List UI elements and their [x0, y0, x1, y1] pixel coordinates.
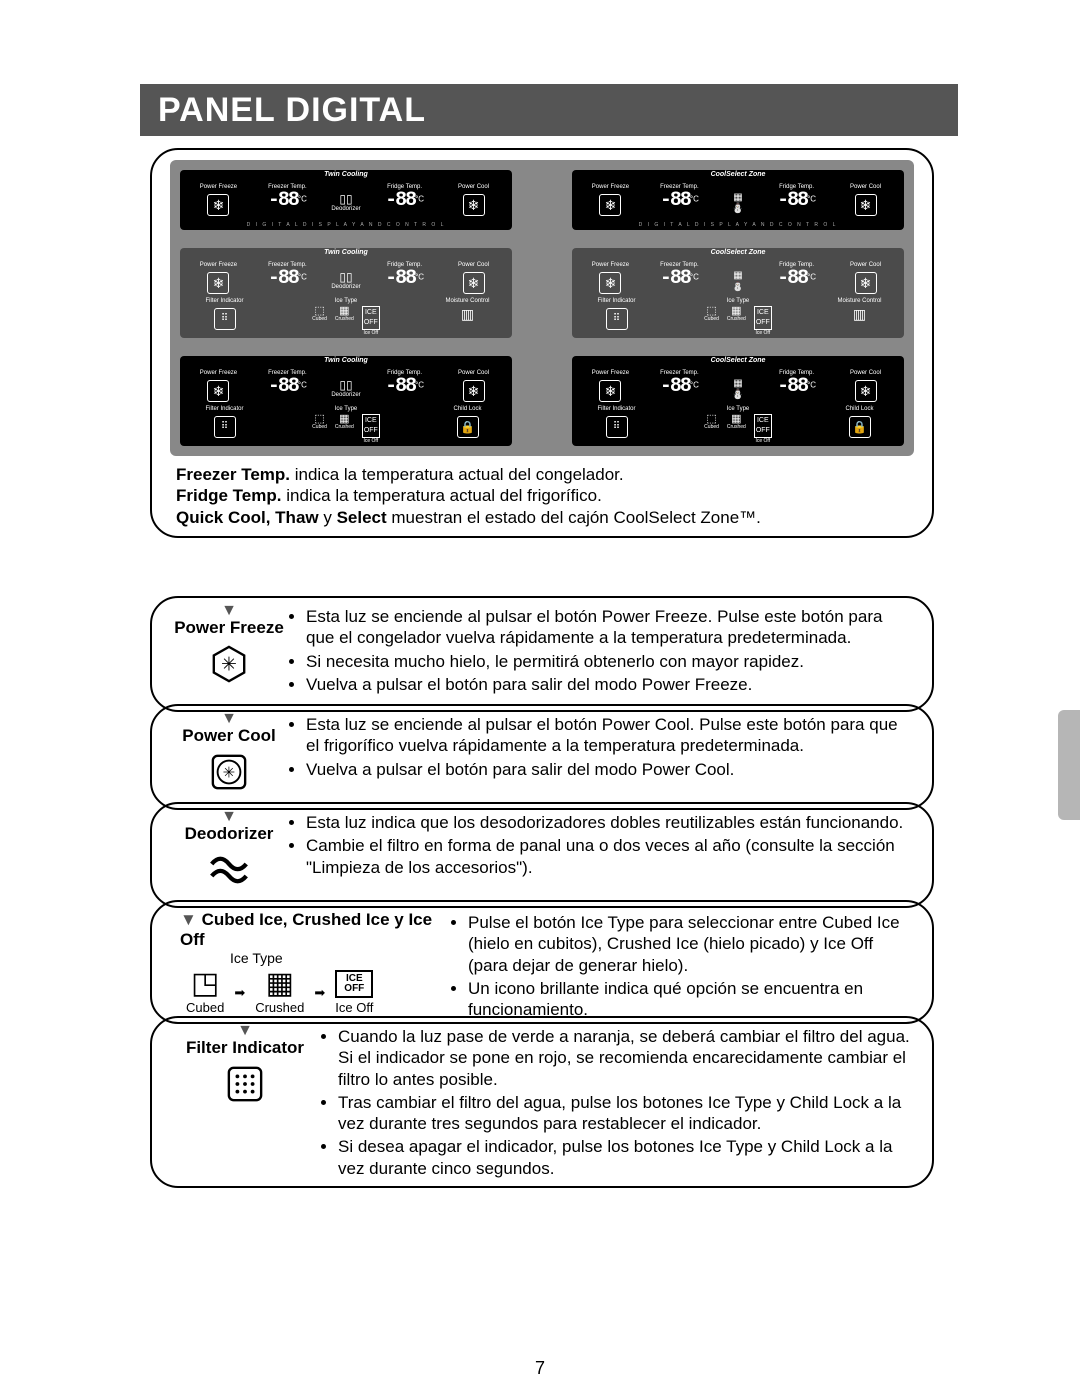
bullet: Esta luz se enciende al pulsar el botón … — [306, 606, 914, 649]
power-freeze-icon: ❄ — [207, 194, 229, 216]
panel-coolselect-ice-moisture: CoolSelect Zone Power Freeze❄ Freezer Te… — [572, 248, 904, 338]
bullet: Si necesita mucho hielo, le permitirá ob… — [306, 651, 914, 672]
panel-twin-ice-moisture: Twin Cooling Power Freeze❄ Freezer Temp.… — [180, 248, 512, 338]
wave-icon — [207, 848, 251, 892]
freezer-digits: -88 — [268, 189, 298, 212]
arrow-icon: ➡ — [234, 985, 245, 1001]
moisture-icon: ▥ — [427, 306, 508, 323]
manual-page: PANEL DIGITAL Twin Cooling Power Freeze ❄… — [0, 0, 1080, 1397]
twin-bars-icon: ▯▯ — [322, 192, 370, 206]
ice-group: ⬚Cubed ▦Crushed ICEOFFIce Off — [265, 306, 427, 336]
deodorizer-title: Deodorizer — [170, 824, 288, 844]
bullet: Cambie el filtro en forma de panal una o… — [306, 835, 914, 878]
power-cool-icon: ❄ — [855, 194, 877, 216]
power-cool-title: Power Cool — [170, 726, 288, 746]
crushed-big-icon: ▦ — [255, 970, 304, 998]
filter-indicator-title: Filter Indicator — [170, 1038, 320, 1058]
panel-overview-box: Twin Cooling Power Freeze ❄ Freezer Temp.… — [150, 148, 934, 538]
power-freeze-title: Power Freeze — [170, 618, 288, 638]
arrow-icon: ➡ — [314, 985, 325, 1001]
panel-coolselect-basic: CoolSelect Zone Power Freeze❄ Freezer Te… — [572, 170, 904, 230]
power-freeze-icon: ❄ — [599, 194, 621, 216]
panel-twin-childlock: Twin Cooling Power Freeze❄ Freezer Temp.… — [180, 356, 512, 446]
filter-indicator-icon: ⠿ — [214, 308, 236, 330]
section-title: PANEL DIGITAL — [158, 91, 426, 130]
lock-icon: 🔒 — [457, 416, 479, 438]
power-cool-icon: ❄ — [463, 194, 485, 216]
feature-ice-type: ▼ Cubed Ice, Crushed Ice y Ice Off Ice T… — [150, 900, 934, 1024]
zone-label: Twin Cooling — [180, 171, 512, 178]
def-quickcool: Quick Cool, Thaw — [176, 508, 319, 527]
bullet: Vuelva a pulsar el botón para salir del … — [306, 759, 914, 780]
pointer-icon: ▼ — [170, 606, 288, 616]
bullet: Esta luz indica que los desodorizadores … — [306, 812, 914, 833]
section-title-bar: PANEL DIGITAL — [140, 84, 958, 136]
bullet: Vuelva a pulsar el botón para salir del … — [306, 674, 914, 695]
panel-footer: D I G I T A L D I S P L A Y A N D C O N … — [184, 222, 508, 228]
feature-deodorizer: ▼ Deodorizer Esta luz indica que los des… — [150, 802, 934, 908]
filter-grid-icon — [223, 1062, 267, 1106]
lock-icon: 🔒 — [849, 416, 871, 438]
bullet: Esta luz se enciende al pulsar el botón … — [306, 714, 914, 757]
fridge-digits: -88 — [385, 189, 415, 212]
square-snowflake-icon: ✳ — [207, 750, 251, 794]
feature-power-cool: ▼ Power Cool ✳ Esta luz se enciende al p… — [150, 704, 934, 810]
ice-type-label: Ice Type — [230, 950, 450, 966]
ice-mode-diagram: ◳Cubed ➡ ▦Crushed ➡ ICEOFFIce Off — [186, 970, 450, 1015]
lbl-filter-indicator: Filter Indicator — [184, 298, 265, 304]
definitions: Freezer Temp. indica la temperatura actu… — [176, 464, 908, 528]
bullet: Tras cambiar el filtro del agua, pulse l… — [338, 1092, 914, 1135]
panel-coolselect-childlock: CoolSelect Zone Power Freeze❄ Freezer Te… — [572, 356, 904, 446]
hex-snowflake-icon: ✳ — [207, 642, 251, 686]
lbl-child-lock: Child Lock — [427, 406, 508, 412]
page-number: 7 — [0, 1358, 1080, 1379]
bullet: Cuando la luz pase de verde a naranja, s… — [338, 1026, 914, 1090]
ice-section-title: Cubed Ice, Crushed Ice y Ice Off — [180, 910, 432, 949]
crushed-icon: ▦ — [335, 306, 354, 316]
panel-twin-basic: Twin Cooling Power Freeze❄ Freezer Temp.… — [180, 170, 512, 230]
iceoff-big-icon: ICEOFF — [335, 970, 373, 998]
iceoff-icon: ICEOFF — [362, 306, 380, 330]
zone-label: CoolSelect Zone — [572, 171, 904, 178]
lbl-ice-type: Ice Type — [265, 298, 427, 304]
cubed-icon: ⬚ — [312, 306, 327, 316]
def-freezer-temp: Freezer Temp. — [176, 465, 290, 484]
svg-text:✳: ✳ — [223, 765, 236, 782]
def-fridge-temp: Fridge Temp. — [176, 486, 281, 505]
feature-filter-indicator: ▼ Filter Indicator Cuando la luz pase de… — [150, 1016, 934, 1188]
panel-grid: Twin Cooling Power Freeze❄ Freezer Temp.… — [180, 170, 904, 446]
deodorizer-label: Deodorizer — [322, 206, 370, 212]
svg-text:✳: ✳ — [221, 655, 237, 676]
lbl-power-cool: Power Cool — [439, 184, 508, 190]
panels-area: Twin Cooling Power Freeze❄ Freezer Temp.… — [170, 160, 914, 456]
lbl-power-freeze: Power Freeze — [184, 184, 253, 190]
coolselect-center-icon: ▦⛄ — [714, 192, 762, 214]
cubed-big-icon: ◳ — [186, 970, 224, 998]
bullet: Pulse el botón Ice Type para seleccionar… — [468, 912, 914, 976]
feature-power-freeze: ▼ Power Freeze ✳ Esta luz se enciende al… — [150, 596, 934, 712]
bullet: Si desea apagar el indicador, pulse los … — [338, 1136, 914, 1179]
section-tab — [1058, 710, 1080, 820]
lbl-moisture: Moisture Control — [427, 298, 508, 304]
bullet: Un icono brillante indica qué opción se … — [468, 978, 914, 1021]
